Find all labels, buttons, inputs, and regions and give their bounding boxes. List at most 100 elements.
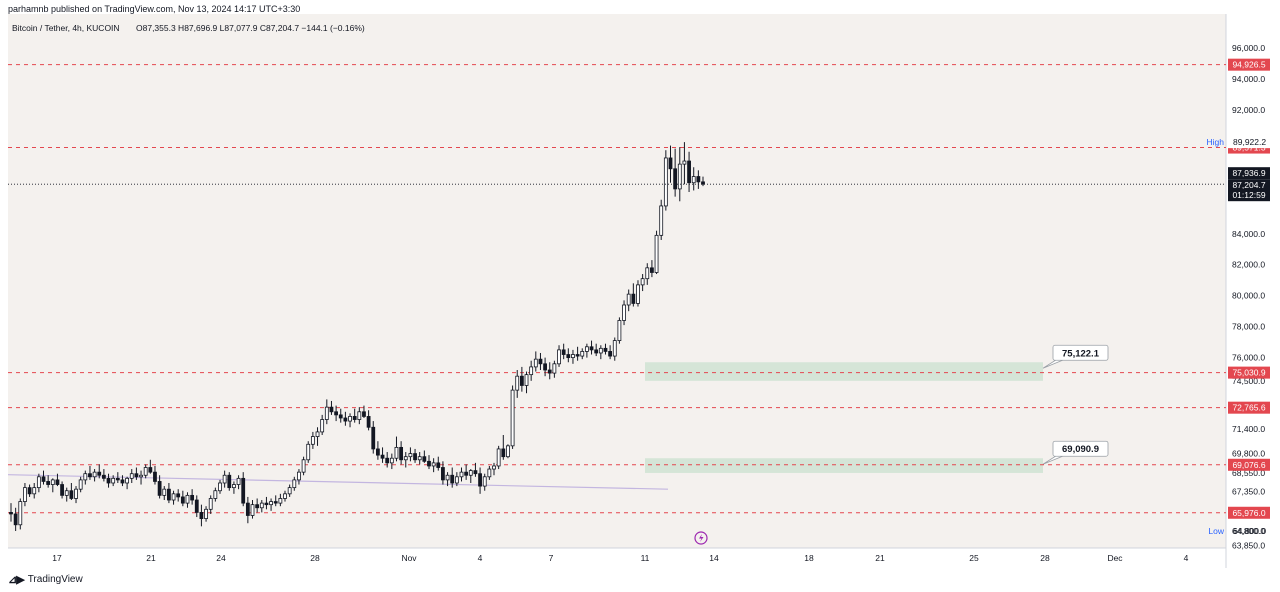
candle[interactable]	[78, 476, 83, 493]
candle[interactable]	[468, 469, 473, 483]
candle[interactable]	[13, 507, 18, 531]
candle[interactable]	[208, 495, 213, 514]
candle[interactable]	[589, 340, 594, 355]
candle[interactable]	[598, 345, 603, 360]
candle[interactable]	[441, 461, 445, 485]
candle[interactable]	[533, 351, 538, 372]
candle[interactable]	[134, 467, 139, 480]
candle[interactable]	[18, 498, 23, 530]
candle[interactable]	[571, 349, 575, 364]
candle[interactable]	[436, 456, 441, 471]
candle[interactable]	[162, 486, 167, 501]
candle[interactable]	[9, 503, 13, 522]
candle[interactable]	[626, 289, 631, 312]
support-zone[interactable]	[645, 458, 1043, 473]
candle[interactable]	[338, 408, 343, 423]
candle[interactable]	[315, 427, 320, 446]
candle[interactable]	[64, 487, 69, 502]
candle[interactable]	[375, 441, 380, 460]
candle[interactable]	[176, 489, 181, 502]
candle[interactable]	[543, 357, 547, 377]
candle[interactable]	[292, 476, 297, 491]
candle[interactable]	[510, 385, 515, 449]
candle[interactable]	[464, 464, 469, 480]
candle[interactable]	[236, 475, 241, 490]
candle[interactable]	[269, 498, 273, 511]
candle[interactable]	[60, 481, 64, 499]
candle[interactable]	[584, 343, 589, 358]
candle[interactable]	[50, 478, 55, 493]
candle[interactable]	[348, 413, 352, 428]
candle[interactable]	[691, 167, 696, 191]
candle[interactable]	[617, 317, 622, 344]
candle[interactable]	[636, 280, 640, 307]
candle[interactable]	[650, 260, 654, 278]
candle[interactable]	[552, 360, 557, 378]
candle[interactable]	[631, 283, 636, 307]
candle[interactable]	[306, 441, 311, 463]
candle[interactable]	[213, 487, 218, 502]
candle[interactable]	[515, 370, 520, 398]
candle[interactable]	[640, 274, 645, 292]
candle[interactable]	[645, 263, 650, 285]
candle[interactable]	[111, 475, 116, 487]
candle[interactable]	[227, 472, 232, 491]
candle[interactable]	[394, 436, 399, 462]
candle[interactable]	[385, 452, 390, 468]
candle[interactable]	[320, 414, 325, 436]
candle[interactable]	[557, 345, 561, 367]
candle[interactable]	[287, 484, 292, 497]
candle[interactable]	[492, 462, 496, 476]
candle[interactable]	[120, 475, 125, 487]
candle[interactable]	[232, 481, 236, 494]
candle[interactable]	[278, 493, 283, 507]
candle[interactable]	[129, 469, 134, 483]
candle[interactable]	[69, 482, 74, 501]
candle[interactable]	[115, 472, 120, 483]
candle[interactable]	[399, 441, 404, 465]
candle[interactable]	[310, 431, 315, 449]
candle[interactable]	[106, 473, 111, 488]
candle[interactable]	[199, 504, 204, 527]
candle[interactable]	[668, 145, 673, 183]
candle[interactable]	[273, 495, 278, 507]
candle[interactable]	[529, 360, 534, 381]
candle[interactable]	[501, 435, 506, 460]
candle[interactable]	[255, 498, 260, 513]
candle[interactable]	[264, 496, 269, 510]
candle[interactable]	[431, 458, 436, 473]
support-zone[interactable]	[645, 362, 1043, 381]
candle[interactable]	[194, 495, 199, 518]
candle[interactable]	[389, 453, 394, 470]
candle[interactable]	[594, 343, 599, 357]
candle[interactable]	[506, 444, 510, 459]
candle[interactable]	[334, 405, 339, 422]
candle[interactable]	[352, 408, 357, 423]
candle[interactable]	[171, 490, 176, 505]
plot-area[interactable]	[8, 14, 1226, 548]
candle[interactable]	[167, 482, 171, 504]
candle[interactable]	[343, 411, 348, 426]
candle[interactable]	[190, 489, 195, 505]
candle[interactable]	[366, 410, 371, 431]
candle[interactable]	[148, 459, 153, 474]
candle[interactable]	[561, 343, 566, 360]
candle[interactable]	[283, 490, 287, 502]
candle[interactable]	[32, 482, 37, 499]
candle[interactable]	[608, 345, 613, 360]
candle[interactable]	[222, 470, 227, 488]
candle[interactable]	[97, 464, 102, 479]
candle[interactable]	[580, 348, 585, 360]
candle[interactable]	[180, 490, 185, 507]
candle[interactable]	[450, 467, 455, 488]
candle[interactable]	[413, 448, 417, 463]
candle[interactable]	[27, 484, 32, 497]
candle[interactable]	[677, 147, 682, 202]
candle[interactable]	[245, 496, 250, 524]
candle[interactable]	[603, 343, 608, 355]
candle[interactable]	[55, 473, 60, 487]
candle[interactable]	[74, 486, 78, 504]
candle[interactable]	[329, 400, 334, 415]
candle[interactable]	[357, 407, 362, 425]
candle[interactable]	[575, 346, 580, 361]
